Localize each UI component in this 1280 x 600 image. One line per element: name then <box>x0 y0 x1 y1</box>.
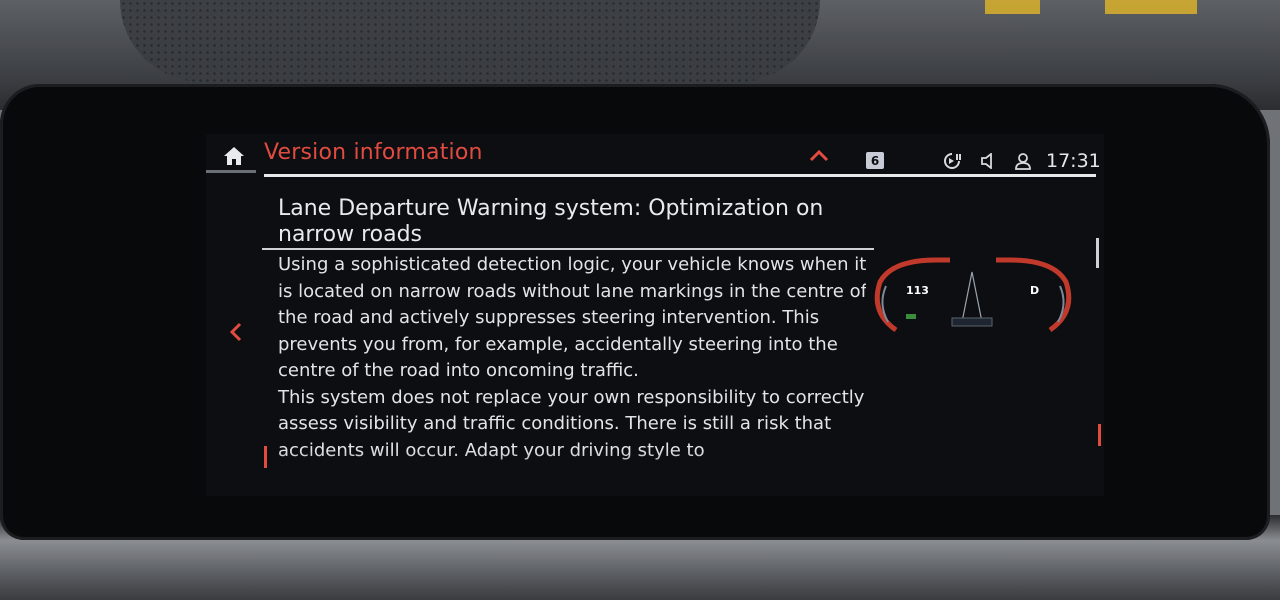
content-fade <box>206 450 1104 496</box>
left-scroll-marker <box>264 446 267 468</box>
cluster-gear: D <box>1030 284 1040 297</box>
background-marking <box>985 0 1040 14</box>
user-icon[interactable] <box>1014 152 1032 174</box>
header-divider <box>264 174 1096 177</box>
home-button[interactable] <box>212 138 256 174</box>
infotainment-screen: Version information 6 <box>206 134 1104 496</box>
right-scroll-marker <box>1098 424 1101 446</box>
speaker-grille <box>120 0 820 82</box>
signal-icon <box>904 162 924 181</box>
collapse-button[interactable] <box>808 148 830 164</box>
notification-badge[interactable]: 6 <box>866 152 884 169</box>
instrument-cluster-preview: 113 D <box>866 252 1080 338</box>
article-title: Lane Departure Warning system: Optimizat… <box>278 196 824 247</box>
home-underline <box>206 170 256 173</box>
article-paragraph: Using a sophisticated detection logic, y… <box>278 254 867 381</box>
article-body: Using a sophisticated detection logic, y… <box>278 252 878 464</box>
scrollbar[interactable] <box>1096 238 1099 268</box>
chevron-left-icon <box>229 322 242 342</box>
page-title: Version information <box>264 140 483 165</box>
cluster-speed: 113 <box>906 284 929 297</box>
media-icon[interactable] <box>942 152 962 174</box>
clock: 17:31 <box>1046 150 1101 172</box>
chevron-up-icon <box>809 149 829 162</box>
back-button[interactable] <box>224 320 248 344</box>
header-bar: Version information 6 <box>206 134 1104 180</box>
background-marking <box>1105 0 1197 14</box>
speaker-icon[interactable] <box>980 152 996 173</box>
title-divider <box>262 248 874 250</box>
home-icon <box>224 147 244 165</box>
